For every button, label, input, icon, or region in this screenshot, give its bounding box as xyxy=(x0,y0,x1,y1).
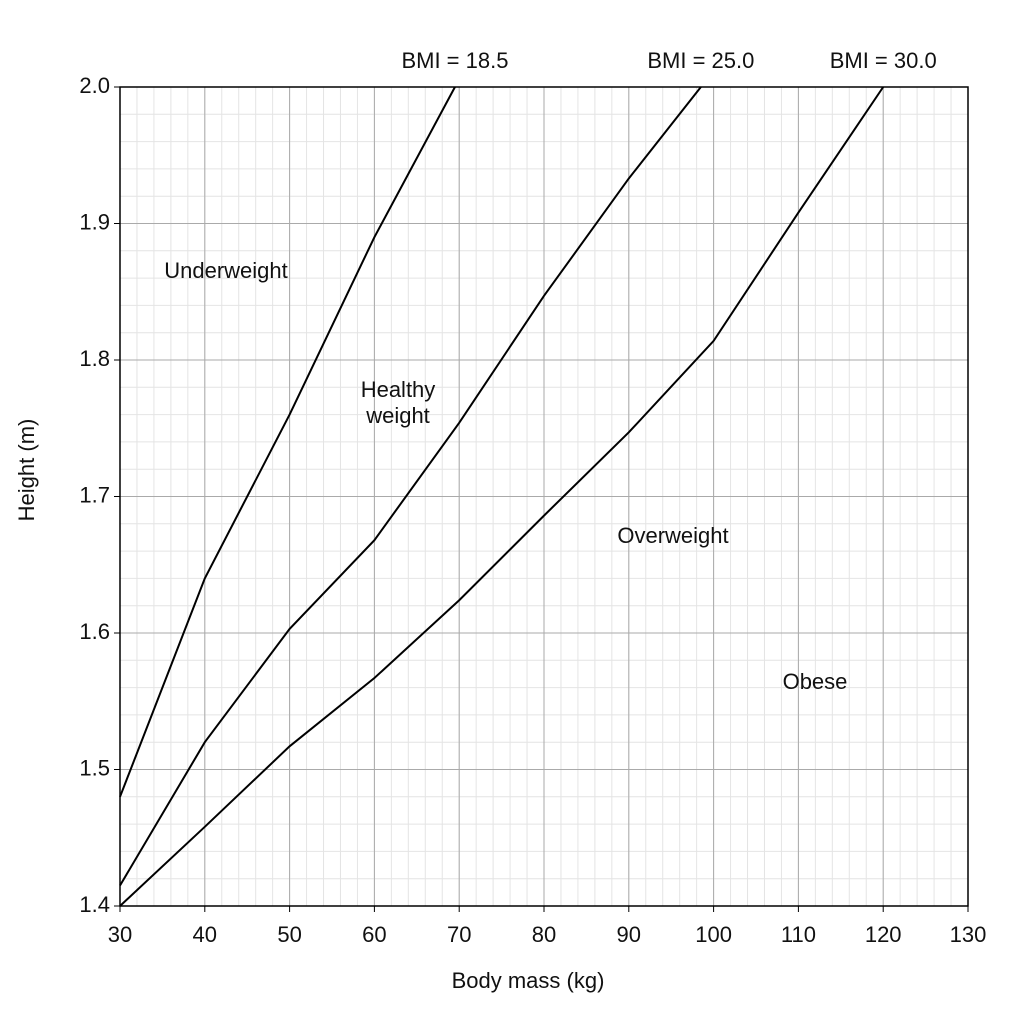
x-tick-label: 40 xyxy=(193,922,217,947)
y-tick-label: 1.4 xyxy=(79,892,110,917)
x-tick-label: 100 xyxy=(695,922,732,947)
y-tick-label: 1.7 xyxy=(79,482,110,507)
x-tick-label: 110 xyxy=(781,922,816,947)
y-tick-label: 1.8 xyxy=(79,346,110,371)
bmi-line xyxy=(119,86,885,907)
region-label-line: Underweight xyxy=(164,258,288,283)
x-tick-label: 30 xyxy=(108,922,132,947)
x-tick-label: 130 xyxy=(950,922,987,947)
x-tick-label: 80 xyxy=(532,922,556,947)
y-tick-label: 2.0 xyxy=(79,73,110,98)
series-label: BMI = 30.0 xyxy=(830,48,937,73)
series-label: BMI = 25.0 xyxy=(647,48,754,73)
bmi-line xyxy=(119,86,456,798)
region-label: Overweight xyxy=(617,523,728,548)
y-tick-label: 1.9 xyxy=(79,209,110,234)
series-label: BMI = 18.5 xyxy=(401,48,508,73)
bmi-line xyxy=(119,86,702,887)
region-label-line: weight xyxy=(365,403,430,428)
region-label-line: Obese xyxy=(783,669,848,694)
y-axis-label: Height (m) xyxy=(14,419,39,522)
region-label-line: Overweight xyxy=(617,523,728,548)
x-tick-label: 120 xyxy=(865,922,902,947)
x-tick-label: 50 xyxy=(277,922,301,947)
region-label: Underweight xyxy=(164,258,288,283)
y-tick-label: 1.6 xyxy=(79,619,110,644)
x-tick-label: 60 xyxy=(362,922,386,947)
y-tick-label: 1.5 xyxy=(79,755,110,780)
x-tick-label: 90 xyxy=(617,922,641,947)
region-label: Obese xyxy=(783,669,848,694)
plot-frame xyxy=(119,86,969,907)
x-axis-label: Body mass (kg) xyxy=(452,968,605,993)
region-label-line: Healthy xyxy=(361,377,436,402)
region-label: Healthy weight xyxy=(361,377,436,428)
x-tick-label: 70 xyxy=(447,922,471,947)
